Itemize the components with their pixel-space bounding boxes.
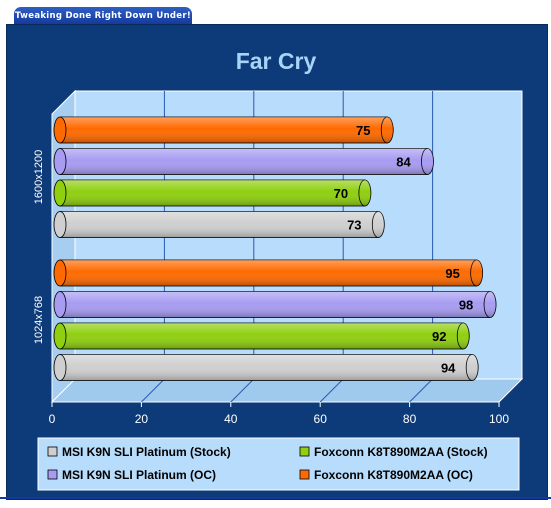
legend-item: MSI K9N SLI Platinum (OC) (47, 468, 216, 482)
bar-start-cap (53, 291, 67, 318)
bar-value-label: 84 (396, 155, 411, 170)
bar-shade (60, 260, 477, 286)
bar (53, 116, 394, 144)
legend-item: Foxconn K8T890M2AA (OC) (299, 468, 473, 482)
chart-title: Far Cry (236, 48, 317, 74)
bar-shade (60, 354, 473, 381)
x-axis: 0 20 40 60 80 100 (49, 402, 509, 426)
x-tick-label: 40 (224, 412, 238, 426)
bar-end-cap-shade (358, 180, 371, 206)
bar-shade (60, 148, 428, 175)
legend-label: Foxconn K8T890M2AA (OC) (314, 468, 473, 482)
bar (53, 259, 484, 287)
bar-value-label: 95 (445, 266, 459, 281)
bar-start-cap (53, 322, 67, 350)
legend-box (37, 437, 520, 491)
legend-item: Foxconn K8T890M2AA (Stock) (299, 445, 488, 459)
legend-label: MSI K9N SLI Platinum (Stock) (62, 445, 231, 459)
gridline-floor (319, 378, 344, 403)
bar-start-cap (53, 116, 67, 144)
bar-end-cap-shade (470, 260, 483, 286)
bar-end-cap-shade (421, 148, 434, 175)
site-banner-tab: Tweaking Done Right Down Under! (14, 7, 192, 25)
bar-end-cap-shade (484, 291, 497, 318)
y-category-label: 1600x1200 (33, 150, 45, 204)
bars-group: 75 84 70 73 95 98 92 94 (53, 116, 497, 381)
bar-end-cap-shade (381, 117, 394, 143)
bar-start-cap (53, 179, 67, 207)
bar-start-cap (53, 354, 67, 381)
bar-shade (60, 323, 464, 349)
legend-swatch (299, 446, 310, 457)
bar (53, 179, 372, 207)
y-category-label: 1024x768 (33, 296, 45, 344)
legend-label: Foxconn K8T890M2AA (Stock) (314, 445, 488, 459)
bar (53, 322, 470, 350)
bar-value-label: 98 (459, 298, 473, 313)
legend: MSI K9N SLI Platinum (Stock) Foxconn K8T8… (47, 445, 488, 482)
y-axis: 1600x1200 1024x768 (33, 150, 45, 344)
bar-shade (60, 291, 491, 318)
bar-end-cap-shade (466, 354, 479, 381)
x-tick-label: 20 (135, 412, 149, 426)
bottom-rule (0, 497, 551, 499)
legend-swatch (47, 446, 58, 457)
bar-value-label: 94 (441, 361, 456, 376)
bar (53, 354, 479, 381)
bar-value-label: 73 (347, 218, 361, 233)
gridline-floor (230, 378, 255, 403)
bar-start-cap (53, 259, 67, 287)
x-tick-label: 80 (403, 412, 417, 426)
bar-value-label: 92 (432, 329, 446, 344)
legend-swatch (47, 469, 58, 480)
bar (53, 291, 497, 318)
bar-value-label: 70 (334, 186, 348, 201)
bar (53, 211, 385, 238)
gridline-floor (141, 378, 165, 403)
bar-end-cap-shade (372, 211, 385, 238)
bar-start-cap (53, 148, 67, 175)
gridline-floor (409, 378, 433, 403)
x-tick-label: 0 (49, 412, 56, 426)
legend-label: MSI K9N SLI Platinum (OC) (62, 468, 216, 482)
legend-swatch (299, 469, 310, 480)
legend-item: MSI K9N SLI Platinum (Stock) (47, 445, 231, 459)
bar-shade (60, 211, 379, 238)
bar-value-label: 75 (356, 123, 370, 138)
bar-shade (60, 180, 365, 206)
x-tick-label: 100 (489, 412, 509, 426)
plot-floor (50, 378, 524, 403)
x-tick-label: 60 (314, 412, 328, 426)
bar-end-cap-shade (457, 323, 470, 349)
bar-start-cap (53, 211, 67, 238)
bar (53, 148, 434, 175)
bar-shade (60, 117, 388, 143)
